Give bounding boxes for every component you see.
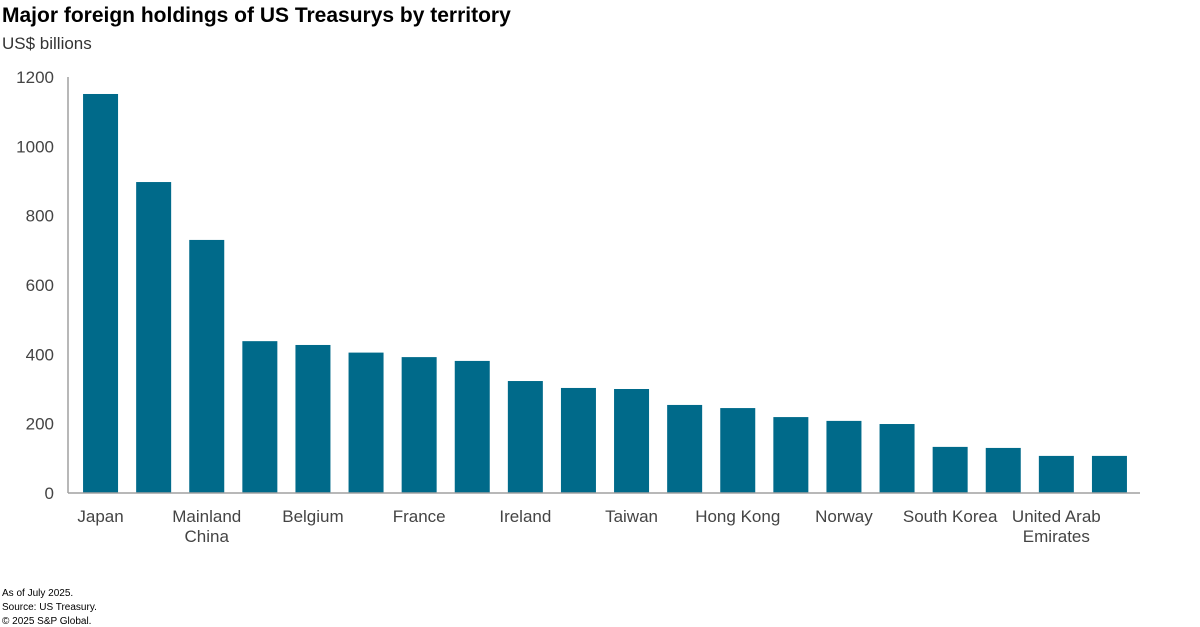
y-axis-unit-label: US$ billions bbox=[2, 34, 92, 53]
bar bbox=[136, 182, 172, 494]
y-tick-label: 0 bbox=[45, 484, 54, 503]
x-tick-label: United Arab Emirates bbox=[1012, 507, 1101, 546]
bar bbox=[773, 417, 809, 493]
bar bbox=[560, 387, 596, 493]
bar bbox=[932, 446, 968, 493]
bar bbox=[242, 341, 278, 493]
bar bbox=[83, 93, 119, 493]
bar bbox=[189, 239, 225, 493]
bar bbox=[826, 420, 862, 493]
y-tick-label: 800 bbox=[26, 207, 54, 226]
bar bbox=[667, 404, 703, 493]
x-tick-label: Belgium bbox=[282, 507, 343, 526]
bar bbox=[614, 389, 650, 493]
bar bbox=[985, 447, 1021, 493]
x-tick-label: Norway bbox=[815, 507, 873, 526]
y-tick-label: 1200 bbox=[16, 68, 54, 87]
chart-title: Major foreign holdings of US Treasurys b… bbox=[2, 4, 511, 27]
x-tick-label: Mainland China bbox=[172, 507, 241, 546]
x-tick-label: France bbox=[393, 507, 446, 526]
y-tick-label: 600 bbox=[26, 276, 54, 295]
footnote-copyright: © 2025 S&P Global. bbox=[2, 616, 92, 627]
bar bbox=[1038, 455, 1074, 493]
y-tick-label: 200 bbox=[26, 415, 54, 434]
bar bbox=[1091, 455, 1127, 493]
bar bbox=[454, 360, 490, 493]
x-tick-label: Japan bbox=[77, 507, 123, 526]
x-tick-label: South Korea bbox=[903, 507, 998, 526]
bar bbox=[401, 357, 437, 493]
bar bbox=[879, 424, 915, 493]
x-tick-label: Taiwan bbox=[605, 507, 658, 526]
footnote-source: Source: US Treasury. bbox=[2, 602, 97, 613]
x-tick-label: Hong Kong bbox=[695, 507, 780, 526]
bar bbox=[720, 408, 756, 493]
footnote-date: As of July 2025. bbox=[2, 588, 74, 599]
x-tick-label: Ireland bbox=[499, 507, 551, 526]
bar bbox=[507, 381, 543, 493]
bar bbox=[348, 352, 384, 493]
y-tick-label: 1000 bbox=[16, 137, 54, 156]
y-tick-label: 400 bbox=[26, 345, 54, 364]
bar bbox=[295, 344, 331, 493]
